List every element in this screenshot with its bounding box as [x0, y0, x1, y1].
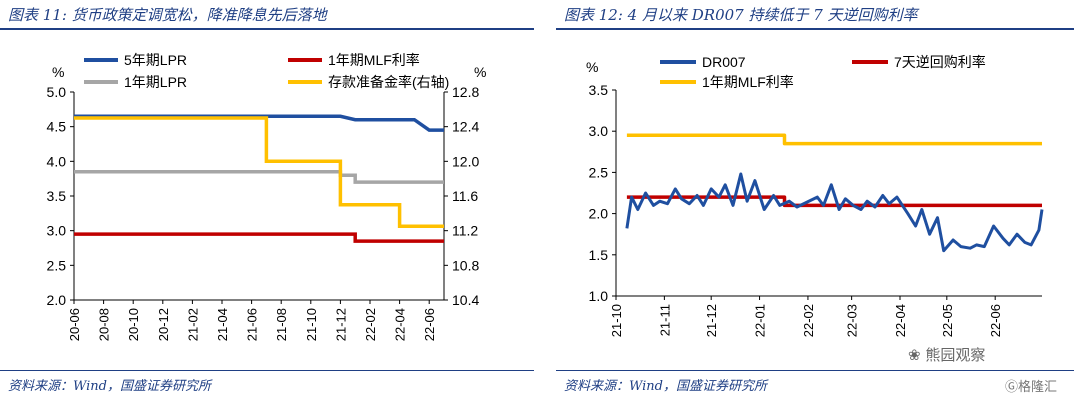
source-divider: [0, 370, 534, 371]
x-tick-label: 22-03: [845, 304, 860, 337]
x-tick-label: 21-10: [304, 308, 319, 341]
y-tick-label-left: 3.0: [47, 223, 67, 239]
x-tick-label: 20-08: [97, 308, 112, 341]
y-tick-label-right: 12.4: [452, 119, 479, 135]
y-axis-unit-left: %: [52, 64, 64, 80]
watermark-text-2: 格隆汇: [1018, 380, 1058, 395]
x-tick-label: 21-04: [215, 308, 230, 341]
logo-icon: Ⓖ: [1005, 380, 1019, 395]
chart-svg: % 1.0 1.5 2.0 2.5 3.0 3.5 21-10 21-11 21-12 22-01 2…: [586, 54, 1044, 337]
legend-label: 存款准备金率(右轴): [328, 74, 449, 90]
x-tick-label: 21-06: [245, 308, 260, 341]
series-line: [74, 114, 444, 132]
y-axis-unit: %: [586, 59, 598, 75]
x-tick-label: 21-02: [185, 308, 200, 341]
x-tick-label: 22-04: [393, 308, 408, 341]
x-tick-label: 21-11: [657, 304, 672, 336]
x-tick-label: 20-12: [156, 308, 171, 341]
wechat-icon: ❀: [908, 346, 926, 364]
x-tick-label: 21-10: [609, 304, 624, 337]
title-divider: [0, 28, 534, 30]
y-tick-label-right: 11.6: [452, 188, 478, 204]
chart-title: 图表 11: 货币政策定调宽松，降准降息先后落地: [8, 6, 327, 24]
series-line: [625, 172, 1044, 253]
chart-panel-dr007: 图表 12: 4 月以来 DR007 持续低于 7 天逆回购利率 % 1.0 1.5…: [556, 0, 1080, 408]
y-tick-label: 1.5: [589, 247, 609, 263]
x-tick-label: 21-12: [333, 308, 348, 341]
watermark-gelonghui: Ⓖ格隆汇: [1005, 376, 1057, 395]
y-tick-label-left: 4.0: [47, 153, 67, 169]
chart-panel-policy-rates: 图表 11: 货币政策定调宽松，降准降息先后落地 %% 2.0 2.5 3.0 3.5 4…: [0, 6, 534, 394]
x-tick-label: 22-01: [753, 304, 768, 337]
x-tick-label: 22-06: [988, 304, 1003, 337]
y-tick-label: 1.0: [589, 288, 609, 304]
x-tick-label: 22-04: [893, 304, 908, 337]
source-note: 资料来源：Wind，国盛证券研究所: [8, 379, 211, 394]
legend-label: DR007: [702, 54, 746, 70]
source-note: 资料来源：Wind，国盛证券研究所: [564, 379, 767, 394]
chart-svg: % % 2.0 2.5 3.0 3.5 4.0 4.5 5.0 10.4 10.8 11.2 11.6 1…: [47, 52, 487, 341]
y-tick-label-left: 2.5: [47, 257, 67, 273]
title-divider: [556, 28, 1074, 30]
legend-label: 1年期MLF利率: [328, 52, 420, 68]
y-tick-label: 3.5: [589, 82, 609, 98]
y-tick-label: 2.5: [589, 164, 609, 180]
x-tick-label: 22-02: [363, 308, 378, 341]
y-tick-label-right: 12.8: [452, 84, 479, 100]
watermark-text: 熊园观察: [925, 346, 986, 364]
y-tick-label-left: 2.0: [47, 292, 67, 308]
legend-label: 5年期LPR: [124, 52, 187, 68]
series-line: [626, 133, 1042, 146]
y-tick-label: 3.0: [589, 123, 609, 139]
source-divider: [556, 370, 1074, 371]
y-tick-label-left: 3.5: [47, 188, 67, 204]
y-tick-label-left: 5.0: [47, 84, 67, 100]
chart-title: 图表 12: 4 月以来 DR007 持续低于 7 天逆回购利率: [564, 6, 918, 24]
series-line: [74, 116, 444, 229]
x-tick-label: 22-06: [422, 308, 437, 341]
x-tick-label: 21-12: [704, 304, 719, 337]
y-tick-label: 2.0: [589, 206, 609, 222]
y-tick-label-right: 10.8: [452, 257, 479, 273]
watermark-wechat: ❀ 熊园观察: [908, 344, 985, 365]
legend-label: 1年期MLF利率: [702, 74, 794, 90]
y-axis-unit-right: %: [474, 64, 486, 80]
x-tick-label: 22-02: [801, 304, 816, 337]
y-tick-label-right: 11.2: [452, 223, 478, 239]
series-line: [74, 232, 444, 243]
y-tick-label-right: 10.4: [452, 292, 479, 308]
x-tick-label: 22-05: [940, 304, 955, 337]
y-tick-label-left: 4.5: [47, 119, 67, 135]
legend-label: 7天逆回购利率: [894, 54, 986, 70]
series-line: [74, 169, 444, 184]
y-tick-label-right: 12.0: [452, 153, 479, 169]
x-tick-label: 20-06: [67, 308, 82, 341]
legend-label: 1年期LPR: [124, 74, 187, 90]
x-tick-label: 20-10: [126, 308, 141, 341]
x-tick-label: 21-08: [274, 308, 289, 341]
